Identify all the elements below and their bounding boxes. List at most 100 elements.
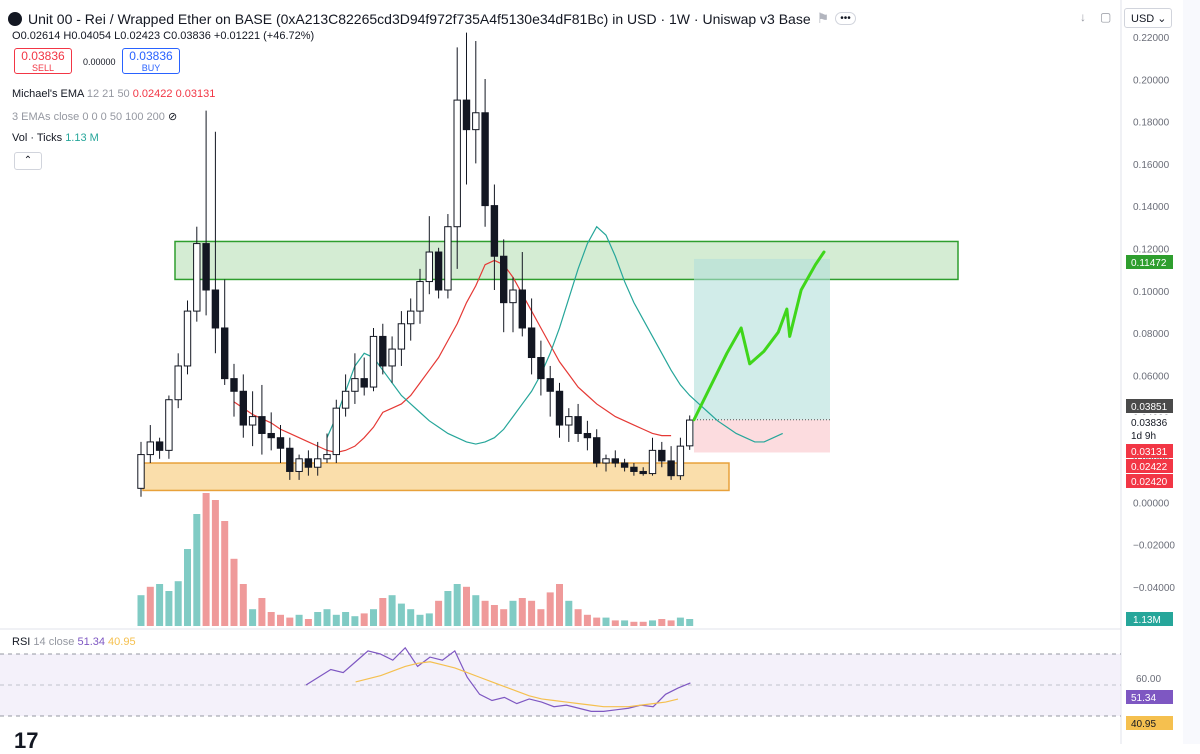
volume-bar: [593, 617, 601, 626]
candle: [155, 437, 164, 459]
candle: [407, 298, 415, 341]
candle-body: [230, 378, 238, 392]
volume-bar: [370, 609, 377, 626]
volume-bar: [639, 621, 647, 626]
candle-body: [658, 449, 666, 462]
candle: [518, 252, 526, 337]
candle: [295, 454, 303, 480]
candle: [686, 415, 694, 450]
candle: [481, 79, 489, 227]
volume-bar: [249, 609, 257, 626]
volume-bar: [574, 609, 582, 626]
candle-body: [369, 335, 378, 388]
candle-body: [555, 390, 564, 426]
candle: [239, 374, 248, 438]
currency-select[interactable]: USD ⌄: [1124, 8, 1172, 28]
volume-legend[interactable]: Vol · Ticks 1.13 M: [12, 132, 99, 144]
volume-bar: [481, 600, 489, 626]
candle: [453, 47, 461, 269]
candle: [183, 300, 192, 375]
price-label-bg: [1126, 474, 1173, 488]
candle: [583, 420, 592, 451]
candle: [593, 429, 601, 468]
volume-bar: [295, 614, 303, 626]
candle-body: [286, 447, 294, 472]
candle-body: [667, 460, 675, 477]
download-icon[interactable]: ↓: [1080, 10, 1086, 24]
candle: [630, 463, 638, 476]
candle: [258, 384, 266, 455]
candle: [472, 41, 480, 164]
price-tick-label: 0.12000: [1133, 245, 1170, 256]
collapse-legend-button[interactable]: ⌃: [14, 152, 42, 170]
candle: [314, 441, 322, 476]
candle: [304, 450, 313, 476]
volume-bar: [342, 612, 350, 626]
volume-bar: [239, 584, 247, 626]
fullscreen-icon[interactable]: ▢: [1100, 10, 1112, 24]
rsi-ma-line: [355, 661, 679, 708]
candle-body: [137, 454, 145, 489]
rsi-legend[interactable]: RSI 14 close 51.34 40.95: [12, 636, 136, 648]
rsi-line: [305, 646, 691, 712]
sell-button[interactable]: 0.03836 SELL: [14, 48, 72, 74]
candle: [602, 454, 610, 472]
volume-bar: [351, 616, 359, 626]
candle-body: [174, 365, 182, 401]
chart-title-bar: Unit 00 - Rei / Wrapped Ether on BASE (0…: [8, 10, 856, 27]
candle: [221, 279, 229, 385]
candle-body: [481, 112, 489, 207]
change-value: +0.01221 (+46.72%): [213, 30, 315, 42]
candle-body: [202, 243, 210, 291]
candle-body: [648, 449, 657, 475]
candle: [667, 446, 675, 480]
symbol-title[interactable]: Unit 00 - Rei / Wrapped Ether on BASE (0…: [28, 10, 811, 27]
candle-body: [416, 281, 424, 312]
candle: [193, 226, 201, 322]
volume-bar: [184, 549, 191, 626]
volume-bar: [323, 609, 331, 626]
volume-bar: [137, 595, 145, 626]
volume-bar: [146, 586, 154, 626]
volume-bar: [621, 620, 629, 626]
volume-bar: [221, 521, 229, 626]
candle-body: [248, 416, 257, 426]
volume-bar: [202, 493, 210, 626]
volume-bar: [407, 609, 415, 626]
candle: [444, 214, 452, 299]
candle-body: [500, 255, 508, 304]
candle-body: [388, 348, 396, 367]
token-logo-icon: [8, 11, 22, 26]
candle: [555, 382, 564, 438]
more-icon[interactable]: •••: [835, 12, 856, 25]
ema-green-line: [326, 225, 783, 445]
price-label-bg: [1126, 415, 1173, 429]
candle-body: [407, 310, 415, 325]
resistance-zone: [174, 240, 959, 281]
candle-body: [472, 112, 480, 131]
candle-body: [341, 390, 350, 409]
buy-button[interactable]: 0.03836 BUY: [122, 48, 180, 74]
volume-bar: [556, 584, 563, 626]
candle: [360, 357, 368, 396]
candle-body: [639, 470, 647, 475]
candle-body: [239, 390, 248, 426]
candle-body: [462, 99, 471, 131]
ema-legend[interactable]: Michael's EMA 12 21 50 0.02422 0.03131: [12, 88, 216, 100]
hidden-eye-icon[interactable]: ⊘: [167, 111, 178, 123]
volume-bar: [379, 598, 387, 626]
candle-body: [574, 416, 582, 434]
candle-body: [183, 310, 192, 367]
right-toolbar: [1183, 0, 1200, 744]
volume-bar: [193, 514, 201, 626]
candle-body: [211, 289, 220, 329]
price-tick-label: 0.16000: [1133, 160, 1170, 171]
price-tick-label: 0.14000: [1133, 202, 1170, 213]
volume-bar: [630, 621, 638, 626]
flag-icon[interactable]: ⚑: [816, 10, 830, 26]
tradingview-logo[interactable]: 17: [14, 728, 39, 753]
candle-body: [351, 378, 359, 392]
ema3-legend[interactable]: 3 EMAs close 0 0 0 50 100 200 ⊘: [12, 111, 178, 123]
candle-body: [676, 445, 685, 477]
